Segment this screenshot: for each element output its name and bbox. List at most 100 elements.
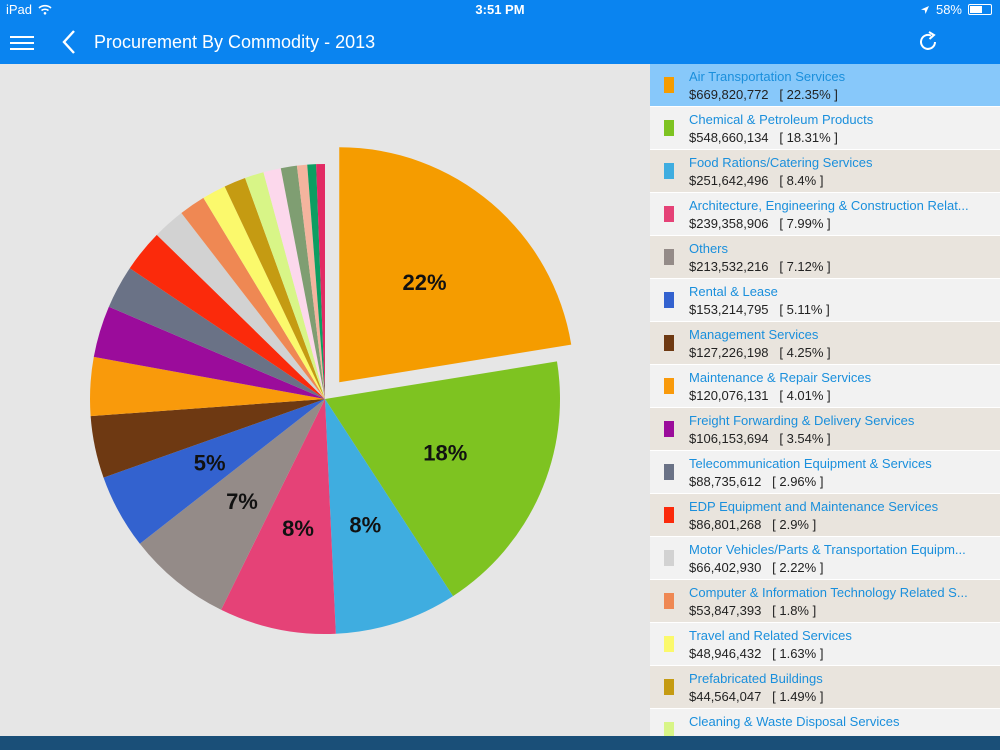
legend-item[interactable]: Travel and Related Services $48,946,432 [… xyxy=(650,623,1000,666)
bottom-bar xyxy=(0,736,1000,750)
legend-item-name: Computer & Information Technology Relate… xyxy=(689,585,968,600)
legend-item-amount: $53,847,393 [ 1.8% ] xyxy=(689,603,817,618)
legend-item-amount: $66,402,930 [ 2.22% ] xyxy=(689,560,824,575)
refresh-icon[interactable] xyxy=(916,30,940,54)
pie-slice[interactable] xyxy=(325,399,454,634)
legend-item-amount: $127,226,198 [ 4.25% ] xyxy=(689,345,831,360)
legend-item[interactable]: Air Transportation Services $669,820,772 … xyxy=(650,64,1000,107)
pie-slice[interactable] xyxy=(263,168,325,399)
legend-item[interactable]: Food Rations/Catering Services $251,642,4… xyxy=(650,150,1000,193)
legend-item[interactable]: Maintenance & Repair Services $120,076,13… xyxy=(650,365,1000,408)
hamburger-icon[interactable] xyxy=(10,32,34,52)
legend-swatch xyxy=(664,206,674,222)
legend-item-name: Telecommunication Equipment & Services xyxy=(689,456,932,471)
pie-slice[interactable] xyxy=(90,399,325,478)
legend-swatch xyxy=(664,679,674,695)
pie-slice-label: 8% xyxy=(349,512,381,537)
legend-list[interactable]: Air Transportation Services $669,820,772 … xyxy=(650,64,1000,736)
pie-slice[interactable] xyxy=(296,164,325,399)
legend-swatch xyxy=(664,120,674,136)
pie-slice[interactable] xyxy=(93,306,325,399)
pie-slice[interactable] xyxy=(103,399,325,544)
legend-item[interactable]: Others $213,532,216 [ 7.12% ] xyxy=(650,236,1000,279)
pie-chart: 22% 18% 8% 8% 7%5% xyxy=(89,147,572,634)
legend-item-name: Maintenance & Repair Services xyxy=(689,370,872,385)
legend-item-amount: $669,820,772 [ 22.35% ] xyxy=(689,87,838,102)
legend-item[interactable]: Chemical & Petroleum Products $548,660,13… xyxy=(650,107,1000,150)
legend-item-name: Others xyxy=(689,241,729,256)
legend-item-name: Prefabricated Buildings xyxy=(689,671,823,686)
legend-item-amount: $548,660,134 [ 18.31% ] xyxy=(689,130,838,145)
location-arrow-icon xyxy=(920,5,929,14)
pie-slice[interactable] xyxy=(221,399,336,634)
pie-slice[interactable] xyxy=(156,212,325,399)
page-title: Procurement By Commodity - 2013 xyxy=(94,32,376,52)
battery-icon xyxy=(968,4,992,15)
legend-item-amount: $120,076,131 [ 4.01% ] xyxy=(689,388,831,403)
legend-item-name: Architecture, Engineering & Construction… xyxy=(689,198,969,213)
legend-item[interactable]: Cleaning & Waste Disposal Services xyxy=(650,709,1000,736)
pie-slice[interactable] xyxy=(203,186,325,399)
legend-swatch xyxy=(664,292,674,308)
legend-item-name: Motor Vehicles/Parts & Transportation Eq… xyxy=(689,542,966,557)
legend-item[interactable]: Architecture, Engineering & Construction… xyxy=(650,193,1000,236)
legend-item-name: EDP Equipment and Maintenance Services xyxy=(689,499,939,514)
legend-swatch xyxy=(664,378,674,394)
legend-item-name: Food Rations/Catering Services xyxy=(689,155,873,170)
legend-item-amount: $48,946,432 [ 1.63% ] xyxy=(689,646,824,661)
pie-slice-label: 22% xyxy=(403,270,447,295)
legend-item-amount: $239,358,906 [ 7.99% ] xyxy=(689,216,831,231)
legend-item-amount: $44,564,047 [ 1.49% ] xyxy=(689,689,824,704)
pie-slice[interactable] xyxy=(139,399,325,610)
legend-swatch xyxy=(664,722,674,736)
pie-chart-area: 22% 18% 8% 8% 7% 5% xyxy=(0,64,650,736)
legend-item-name: Rental & Lease xyxy=(689,284,778,299)
legend-item[interactable]: Motor Vehicles/Parts & Transportation Eq… xyxy=(650,537,1000,580)
legend-swatch xyxy=(664,507,674,523)
app-bar: Procurement By Commodity - 2013 xyxy=(0,20,1000,64)
status-time: 3:51 PM xyxy=(475,2,525,17)
legend-item-amount: $106,153,694 [ 3.54% ] xyxy=(689,431,831,446)
legend-item[interactable]: Prefabricated Buildings $44,564,047 [ 1.4… xyxy=(650,666,1000,709)
legend-item-amount: $153,214,795 [ 5.11% ] xyxy=(689,302,830,317)
pie-slice[interactable] xyxy=(280,165,325,399)
legend-item[interactable]: EDP Equipment and Maintenance Services $8… xyxy=(650,494,1000,537)
pie-slice[interactable] xyxy=(316,164,325,399)
pie-slice-label: 7% xyxy=(226,489,258,514)
pie-slice[interactable] xyxy=(307,164,325,399)
legend-item-amount: $88,735,612 [ 2.96% ] xyxy=(689,474,824,489)
legend-item[interactable]: Telecommunication Equipment & Services $8… xyxy=(650,451,1000,494)
legend-item-amount: $86,801,268 [ 2.9% ] xyxy=(689,517,817,532)
legend-item[interactable]: Rental & Lease $153,214,795 [ 5.11% ] xyxy=(650,279,1000,322)
legend-item[interactable]: Management Services $127,226,198 [ 4.25% … xyxy=(650,322,1000,365)
pie-slice[interactable] xyxy=(129,234,325,399)
legend-swatch xyxy=(664,77,674,93)
battery-percent: 58% xyxy=(935,2,962,17)
pie-slice[interactable] xyxy=(181,197,325,399)
legend-item[interactable]: Freight Forwarding & Delivery Services $1… xyxy=(650,408,1000,451)
legend-item-name: Travel and Related Services xyxy=(689,628,852,643)
legend-item-amount: $213,532,216 [ 7.12% ] xyxy=(689,259,831,274)
pie-slice[interactable] xyxy=(339,147,572,383)
legend-item-name: Chemical & Petroleum Products xyxy=(689,112,874,127)
wifi-icon xyxy=(38,4,52,15)
legend-swatch xyxy=(664,335,674,351)
legend-swatch xyxy=(664,636,674,652)
chevron-left-icon[interactable] xyxy=(58,28,80,56)
legend-swatch xyxy=(664,464,674,480)
pie-slice[interactable] xyxy=(245,172,325,399)
pie-slice-label: 8% xyxy=(282,516,314,541)
pie-slice[interactable] xyxy=(325,361,561,597)
legend-item[interactable]: Computer & Information Technology Relate… xyxy=(650,580,1000,623)
legend-item-name: Management Services xyxy=(689,327,819,342)
pie-slice-label: 5% xyxy=(194,450,226,475)
status-bar: iPad 3:51 PM 58% xyxy=(0,0,1000,20)
pie-slice[interactable] xyxy=(224,178,325,399)
legend-swatch xyxy=(664,249,674,265)
legend-item-name: Air Transportation Services xyxy=(689,69,846,84)
pie-slice[interactable] xyxy=(108,268,325,399)
device-name: iPad xyxy=(6,2,33,17)
legend-swatch xyxy=(664,421,674,437)
pie-slice-label: 18% xyxy=(423,440,467,465)
pie-slice[interactable] xyxy=(89,356,325,417)
